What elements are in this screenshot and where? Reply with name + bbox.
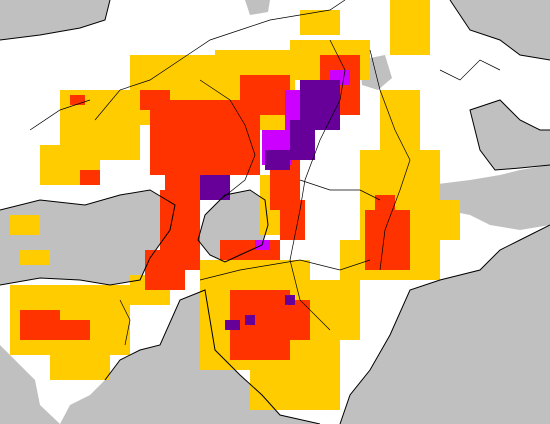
- boundary-path: [29, 99, 91, 131]
- precip-cell: [10, 215, 40, 235]
- coastline-path: [449, 0, 550, 61]
- boundary-path: [369, 49, 411, 271]
- precip-cell: [380, 90, 420, 150]
- coastline-path: [197, 189, 269, 263]
- boundary-path: [289, 39, 346, 331]
- precip-cell: [270, 300, 310, 340]
- precip-cell: [285, 295, 295, 305]
- precip-cell: [390, 0, 430, 55]
- precip-cell: [20, 250, 50, 265]
- boundary-path: [94, 0, 346, 121]
- coastline-path: [104, 289, 321, 424]
- sea-right-upper: [450, 0, 550, 60]
- precip-cell: [245, 315, 255, 325]
- precip-cell: [60, 320, 90, 340]
- sea-east-gulf: [430, 165, 550, 230]
- precip-level-4: [200, 80, 340, 330]
- coastline-path: [0, 189, 176, 286]
- precip-cell: [225, 320, 240, 330]
- kii-channel: [0, 345, 60, 424]
- precip-cell: [140, 90, 170, 110]
- prefecture-boundaries: [29, 0, 501, 346]
- precip-cell: [265, 150, 290, 170]
- sea-bottom-east: [340, 225, 550, 424]
- precip-cell: [145, 250, 185, 290]
- precip-cell: [80, 170, 100, 185]
- coastline-path: [339, 224, 550, 424]
- coastline-path: [0, 0, 111, 41]
- precip-cell: [20, 310, 60, 340]
- sea-right-top: [470, 100, 550, 170]
- boundary-path: [199, 79, 256, 201]
- precip-cell: [50, 340, 110, 380]
- boundary-path: [199, 259, 371, 281]
- precip-cell: [280, 200, 305, 240]
- precip-cell: [70, 95, 85, 105]
- boundary-path: [119, 299, 131, 346]
- precip-cell: [240, 75, 290, 115]
- precip-cell: [290, 120, 315, 160]
- sea-top-center: [245, 0, 270, 15]
- precip-cell: [100, 100, 140, 160]
- precip-cell: [365, 210, 410, 270]
- coastline-path: [469, 99, 550, 171]
- precip-cell: [420, 200, 460, 240]
- boundary-path: [439, 59, 501, 81]
- boundary-path: [299, 179, 381, 201]
- precip-cell: [200, 175, 230, 200]
- sea-top-left: [0, 0, 110, 40]
